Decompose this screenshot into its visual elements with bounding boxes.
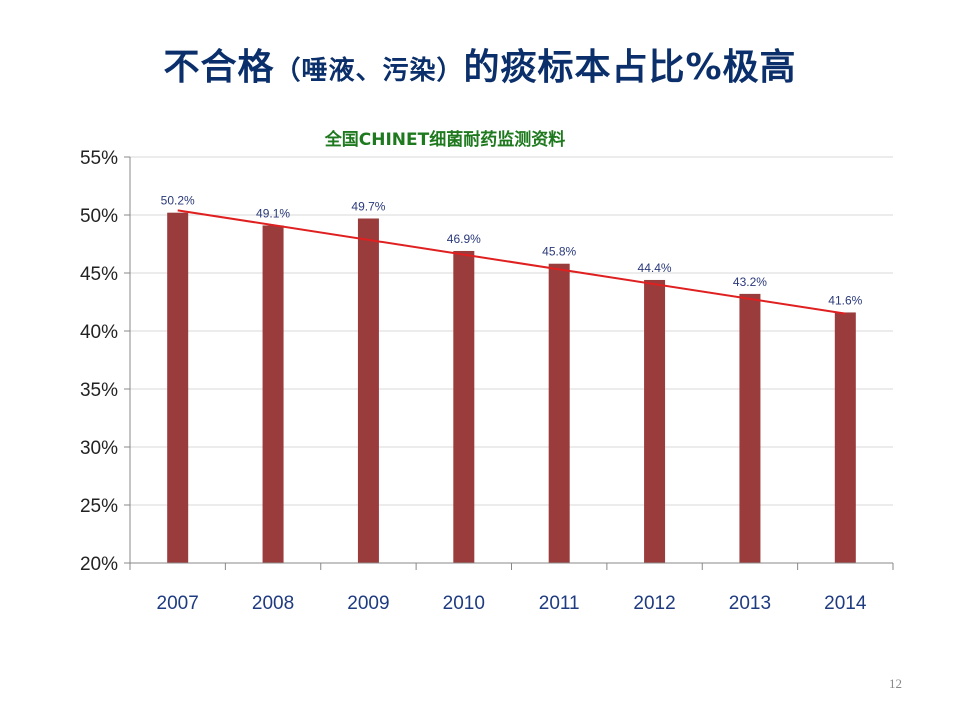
x-tick-label: 2011 (539, 593, 580, 614)
y-tick-label: 30% (80, 438, 118, 459)
title-main: 不合格 (163, 47, 275, 88)
data-labels: 50.2% 49.1% 49.7% 46.9% 45.8% 44.4% 43.2% 41.6% (161, 194, 863, 308)
bar (453, 250, 475, 563)
data-label: 46.9% (447, 232, 481, 246)
y-axis: 20% 25% 30% 35% 40% 45% 50% 55% (80, 148, 131, 575)
data-label: 45.8% (542, 245, 576, 259)
y-tick-label: 45% (80, 264, 118, 285)
y-tick-label: 55% (80, 148, 118, 169)
chart-title: 全国CHINET细菌耐药监测资料 (324, 129, 565, 150)
page-number: 12 (889, 676, 902, 691)
bar (262, 225, 284, 563)
bar (644, 279, 666, 563)
x-tick-label: 2013 (729, 593, 771, 614)
x-tick-label: 2010 (443, 593, 485, 614)
x-tick-label: 2009 (347, 593, 389, 614)
bar (548, 263, 570, 563)
title-paren: （唾液、污染） (274, 56, 464, 86)
y-tick-label: 40% (80, 322, 118, 343)
bar (357, 218, 379, 564)
x-tick-label: 2007 (157, 593, 199, 614)
y-tick-label: 20% (80, 554, 118, 575)
x-axis: 2007 2008 2009 2010 2011 2012 2013 2014 (129, 562, 894, 614)
data-label: 43.2% (733, 275, 767, 289)
data-label: 44.4% (638, 261, 672, 275)
data-label: 41.6% (828, 293, 862, 307)
x-tick-label: 2014 (824, 593, 867, 614)
title-tail: 的痰标本占比%极高 (463, 47, 797, 88)
trendline-group (177, 209, 846, 315)
slide-title: 不合格（唾液、污染）的痰标本占比%极高 (0, 38, 960, 90)
trendline (177, 209, 846, 315)
bars (167, 212, 856, 564)
data-label: 49.1% (256, 206, 290, 220)
bar (834, 312, 856, 563)
bar (167, 212, 189, 563)
gridlines (130, 156, 893, 506)
bar (739, 293, 761, 563)
data-label: 49.7% (351, 199, 385, 213)
x-tick-label: 2012 (633, 593, 675, 614)
y-tick-label: 35% (80, 380, 118, 401)
y-tick-label: 25% (80, 496, 118, 517)
x-tick-label: 2008 (252, 593, 294, 614)
y-tick-label: 50% (80, 206, 118, 227)
data-label: 50.2% (161, 194, 195, 208)
